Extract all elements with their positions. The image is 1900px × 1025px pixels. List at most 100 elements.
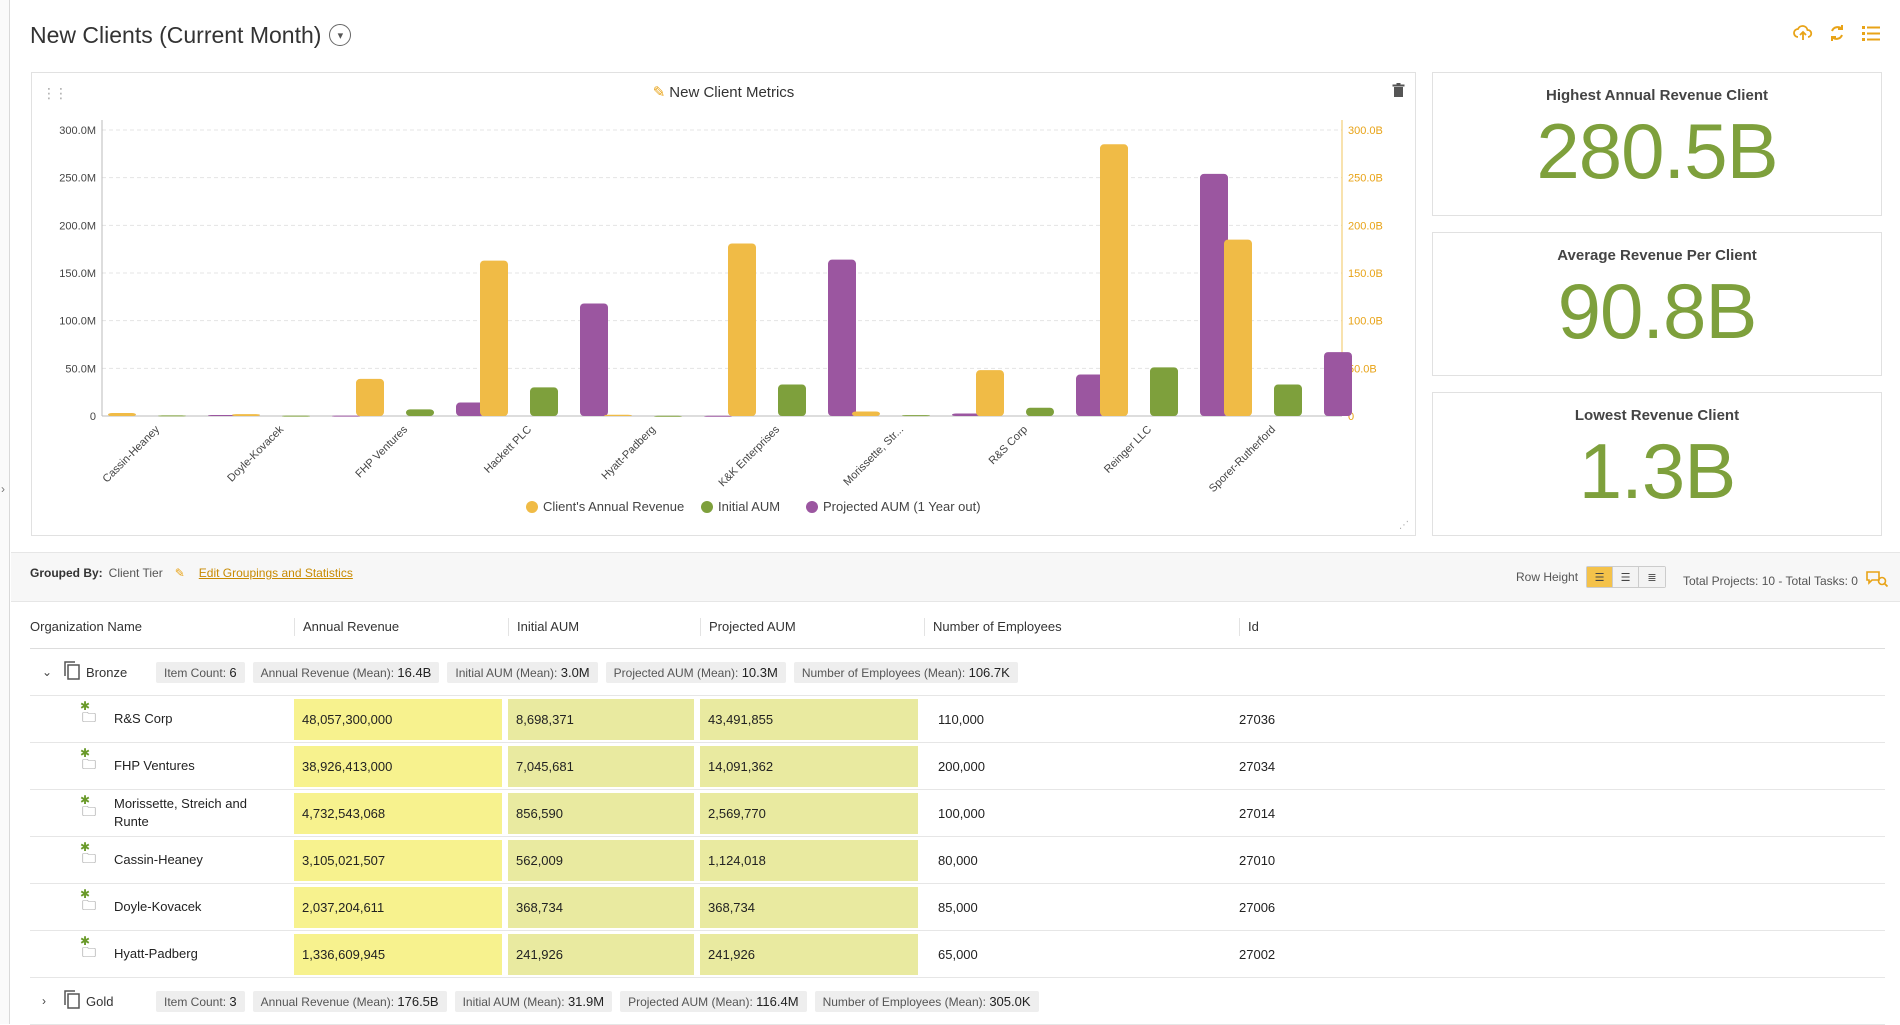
bar [1026,407,1054,416]
org-name[interactable]: Cassin-Heaney [114,852,203,868]
stat-value: 3 [229,993,237,1009]
kpi-label: Lowest Revenue Client [1574,407,1740,424]
new-folder-icon: ✱ 🗀 [80,699,96,725]
comment-search-icon[interactable] [1866,570,1889,591]
stat-chip: Initial AUM (Mean): 3.0M [447,661,598,683]
kpi-value: 1.3B [1578,427,1736,515]
org-cell: ✱ 🗀 Cassin-Heaney [30,840,294,872]
org-name[interactable]: R&S Corp [114,711,173,727]
x-tick-label: Cassin-Heaney [100,423,162,485]
projected-aum-cell: 368,734 [700,886,918,928]
id-cell: 27014 [1239,805,1276,821]
stat-chip: Annual Revenue (Mean): 176.5B [252,990,447,1012]
x-tick-label: K&K Enterprises [717,423,783,489]
stat-label: Item Count: [164,665,227,680]
employees-cell: 65,000 [938,946,978,962]
col-header-organization[interactable]: Organization Name [30,618,142,634]
table-row[interactable]: ✱ 🗀 FHP Ventures 38,926,413,000 7,045,681 … [30,743,1885,790]
table-row[interactable]: ✱ 🗀 Cassin-Heaney 3,105,021,507 562,009 1,… [30,837,1885,884]
stat-label: Item Count: [164,994,227,1009]
chevron-down-icon[interactable]: ⌄ [42,665,53,679]
bar [108,413,136,416]
chevron-right-icon[interactable]: › [1,482,5,496]
org-name[interactable]: FHP Ventures [114,758,195,774]
bar [332,415,360,417]
kpi-average-revenue: Average Revenue Per Client 90.8B [1432,232,1882,376]
table-row[interactable]: ✱ 🗀 Doyle-Kovacek 2,037,204,611 368,734 36… [30,884,1885,931]
resize-handle-icon[interactable]: ⋰ [1399,520,1409,531]
chart-panel: ⋮⋮ ✎ New Client Metrics 0 0 50.0M 50.0B 100.0… [31,72,1416,536]
left-rail[interactable]: › [0,0,10,1024]
chevron-down-icon[interactable]: ▾ [329,24,352,46]
col-header-employees[interactable]: Number of Employees [924,617,1239,636]
bar [654,415,682,417]
kpi-lowest-revenue: Lowest Revenue Client 1.3B [1432,392,1882,536]
upload-icon[interactable] [1792,22,1814,44]
y-tick-label: 300.0M [59,125,96,137]
drag-handle-icon[interactable]: ⋮⋮ [42,85,68,101]
bar [530,387,558,416]
copy-icon [62,989,86,1013]
table-row[interactable]: ✱ 🗀 Hyatt-Padberg 1,336,609,945 241,926 24… [30,931,1885,978]
stat-value: 31.9M [567,993,605,1009]
pencil-icon[interactable]: ✎ [174,566,185,580]
stat-value: 106.7K [968,664,1010,680]
bar [976,370,1004,416]
bar [952,413,980,416]
stat-chip: Annual Revenue (Mean): 16.4B [252,661,440,683]
bar [480,260,508,416]
bar [778,384,806,416]
annual-revenue-cell: 2,037,204,611 [294,886,502,928]
bar [282,415,310,417]
copy-icon [62,660,86,684]
row-height-medium-button[interactable]: ☰ [1613,567,1640,587]
col-header-projected-aum[interactable]: Projected AUM [700,617,924,636]
group-row-gold[interactable]: › Gold Item Count: 3 Annual Revenue (Mea… [30,978,1885,1025]
table-row[interactable]: ✱ 🗀 Morissette, Streich and Runte 4,732,54… [30,790,1885,837]
new-folder-icon: ✱ 🗀 [80,934,96,960]
col-header-annual-revenue[interactable]: Annual Revenue [294,617,508,636]
bar [406,409,434,416]
org-name[interactable]: Hyatt-Padberg [114,946,198,962]
annual-revenue-cell: 38,926,413,000 [294,745,502,787]
chevron-right-icon[interactable]: › [42,994,46,1008]
y2-tick-label: 50.0B [1348,363,1377,375]
list-icon[interactable] [1860,22,1882,44]
stat-chip: Item Count: 6 [156,661,245,683]
employees-cell: 110,000 [938,711,985,727]
group-name: Bronze [86,664,128,680]
trash-icon[interactable] [1392,83,1405,103]
projected-aum-cell: 14,091,362 [700,745,918,787]
employees-cell: 80,000 [938,852,978,868]
edit-groupings-link[interactable]: Edit Groupings and Statistics [198,566,353,580]
initial-aum-cell: 368,734 [508,886,694,928]
table-row[interactable]: ✱ 🗀 R&S Corp 48,057,300,000 8,698,371 43,4… [30,696,1885,743]
col-header-id[interactable]: Id [1239,617,1439,636]
bar [158,415,186,417]
projected-aum-cell: 241,926 [700,933,918,975]
kpi-highest-revenue: Highest Annual Revenue Client 280.5B [1432,72,1882,216]
chart-title: ✎ New Client Metrics [32,83,1415,101]
org-name[interactable]: Doyle-Kovacek [114,899,202,915]
org-name[interactable]: Morissette, Streich and Runte [114,796,247,829]
bar [1274,384,1302,416]
legend-label: Client's Annual Revenue [543,499,684,514]
y2-tick-label: 200.0B [1348,220,1383,232]
col-header-initial-aum[interactable]: Initial AUM [508,617,700,636]
stat-chip: Projected AUM (Mean): 116.4M [620,990,807,1012]
refresh-icon[interactable] [1826,22,1848,44]
id-cell: 27002 [1239,946,1276,962]
row-height-small-button[interactable]: ≣ [1639,567,1666,587]
group-row-bronze[interactable]: ⌄ Bronze Item Count: 6 Annual Revenue (M… [30,649,1885,696]
bar [1224,239,1252,416]
annual-revenue-cell: 4,732,543,068 [294,792,502,834]
x-tick-label: Hackett PLC [482,424,534,476]
stat-chip: Projected AUM (Mean): 10.3M [605,661,786,683]
annual-revenue-cell: 1,336,609,945 [294,933,502,975]
pencil-icon[interactable]: ✎ [652,84,666,101]
row-height-large-button[interactable]: ☰ [1587,567,1614,587]
row-height-toggle: ☰ ☰ ≣ [1586,566,1667,588]
bar [356,378,384,416]
stat-label: Projected AUM (Mean): [628,994,753,1009]
stat-label: Initial AUM (Mean): [455,665,558,680]
